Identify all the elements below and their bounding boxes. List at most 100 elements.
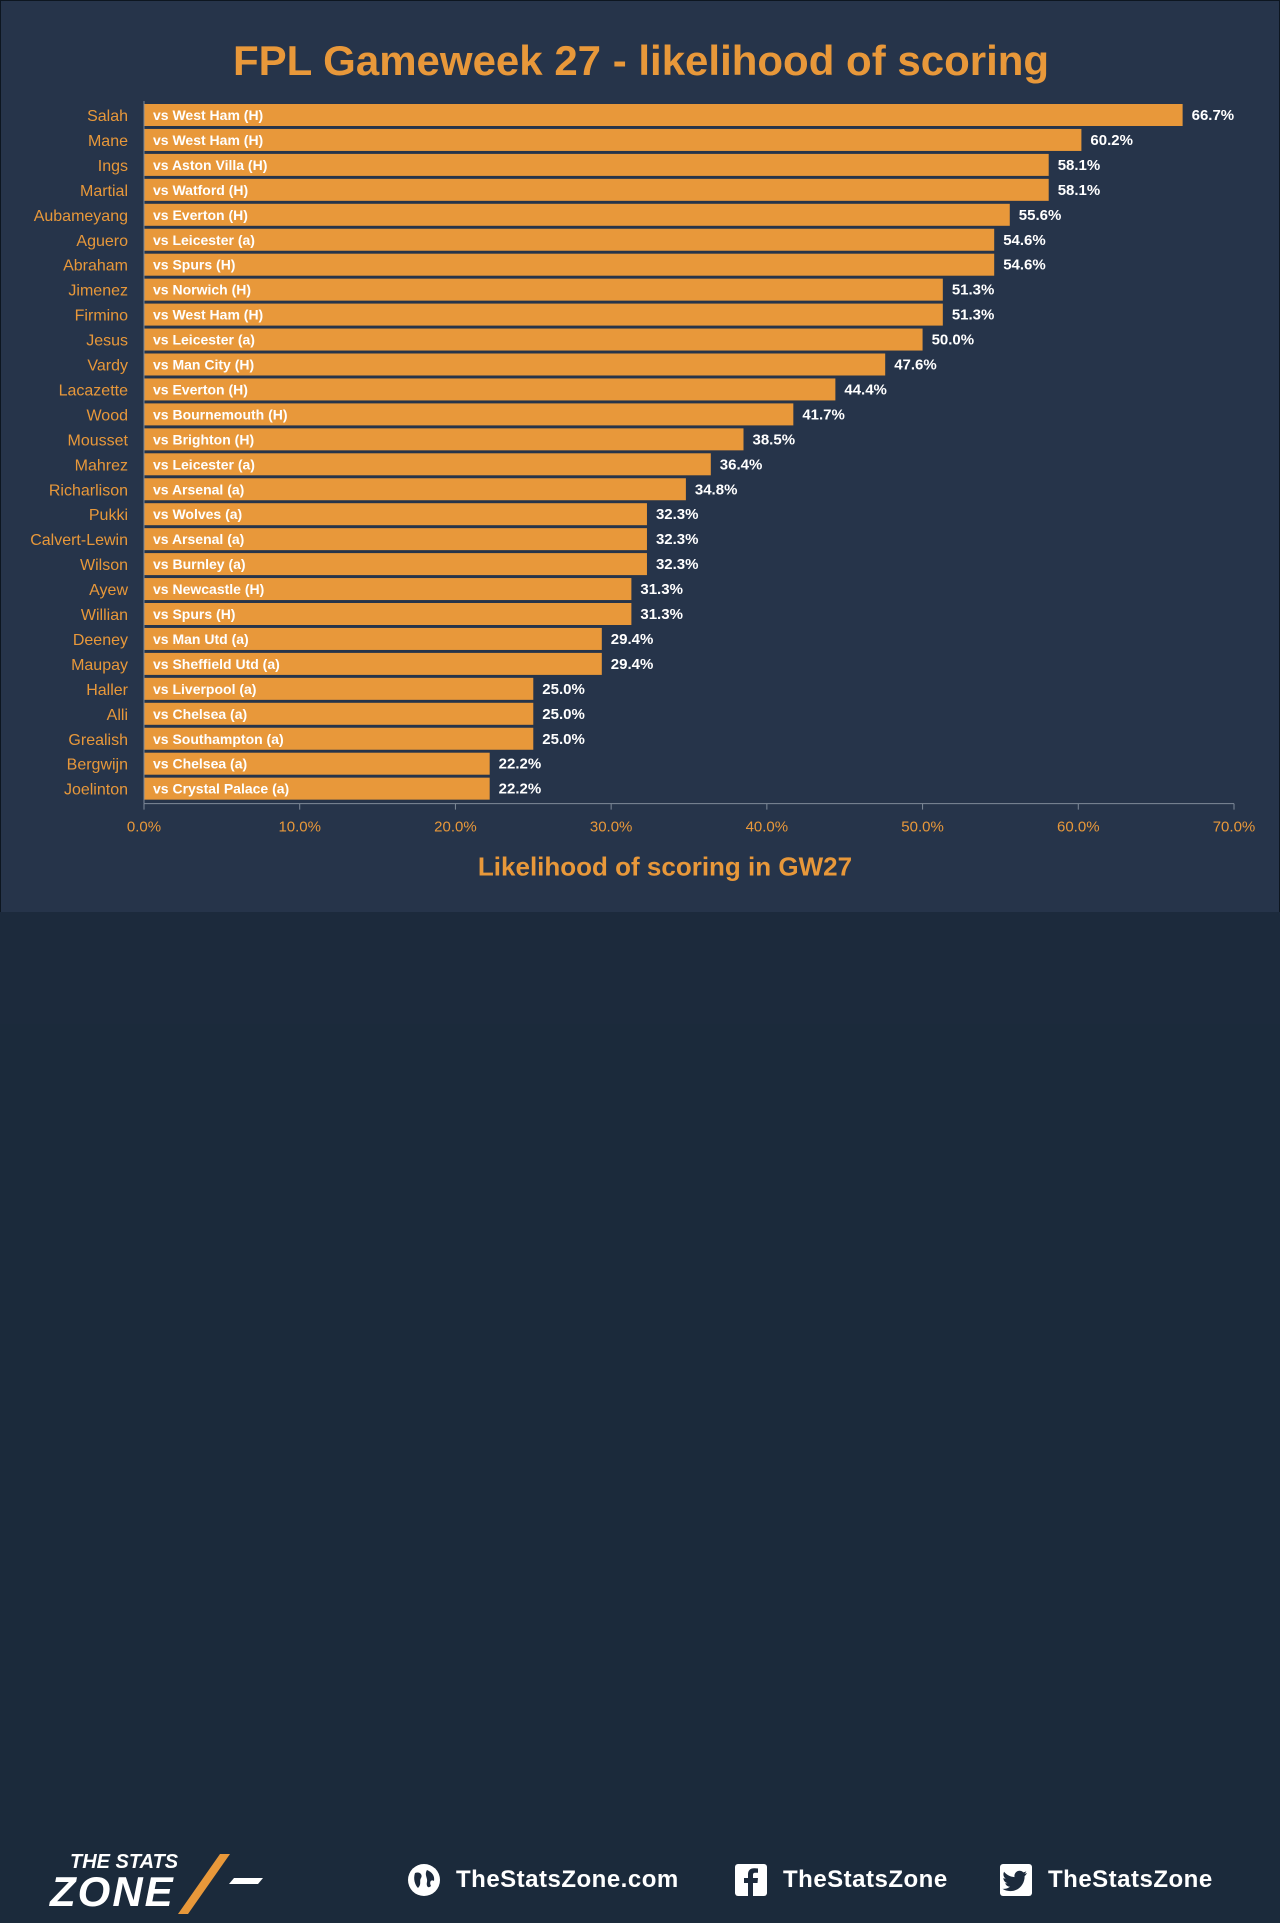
- bar-fixture-label: vs Brighton (H): [153, 431, 254, 447]
- data-label: 25.0%: [542, 706, 585, 723]
- category-label: Calvert-Lewin: [30, 532, 128, 549]
- category-label: Willian: [81, 607, 128, 624]
- data-label: 32.3%: [656, 506, 699, 523]
- bar: [144, 478, 686, 501]
- bar: [144, 104, 1183, 126]
- bar: [144, 278, 943, 301]
- bar-fixture-label: vs Norwich (H): [153, 282, 251, 298]
- data-label: 41.7%: [802, 406, 845, 423]
- category-label: Jimenez: [68, 283, 128, 300]
- bar-fixture-label: vs West Ham (H): [153, 132, 263, 148]
- data-label: 38.5%: [753, 431, 796, 448]
- bar: [144, 428, 744, 451]
- x-axis-title: Likelihood of scoring in GW27: [478, 852, 852, 882]
- data-label: 60.2%: [1090, 132, 1133, 149]
- category-label: Aguero: [76, 233, 128, 250]
- category-label: Mousset: [68, 432, 129, 449]
- category-label: Salah: [87, 108, 128, 125]
- category-label: Martial: [80, 183, 128, 200]
- category-label: Alli: [107, 707, 128, 724]
- website-label: TheStatsZone.com: [456, 1866, 679, 1893]
- bar: [144, 603, 632, 625]
- data-label: 51.3%: [952, 307, 995, 324]
- category-label: Maupay: [71, 657, 128, 674]
- bar: [144, 253, 995, 276]
- category-label: Mahrez: [75, 457, 128, 474]
- x-tick-label: 40.0%: [746, 819, 789, 836]
- category-label: Aubameyang: [34, 208, 128, 225]
- bar: [144, 503, 647, 526]
- data-label: 32.3%: [656, 556, 699, 573]
- x-tick-label: 60.0%: [1057, 819, 1100, 836]
- data-label: 58.1%: [1058, 182, 1101, 199]
- bar: [144, 153, 1049, 176]
- category-label: Wilson: [80, 557, 128, 574]
- data-label: 32.3%: [656, 531, 699, 548]
- infographic-frame: FPL Gameweek 27 - likelihood of scoring v…: [0, 0, 1280, 1024]
- bar: [144, 328, 923, 351]
- data-label: 58.1%: [1058, 157, 1101, 174]
- data-label: 25.0%: [542, 731, 585, 748]
- bar-fixture-label: vs Sheffield Utd (a): [153, 656, 280, 672]
- bar: [144, 777, 490, 800]
- bar: [144, 702, 534, 725]
- category-label: Ings: [98, 158, 128, 175]
- bar-fixture-label: vs Man Utd (a): [153, 631, 249, 647]
- bar-fixture-label: vs Watford (H): [153, 182, 248, 198]
- twitter-label: TheStatsZone: [1048, 1866, 1213, 1893]
- facebook-label: TheStatsZone: [783, 1866, 948, 1893]
- category-label: Wood: [86, 407, 128, 424]
- twitter-link[interactable]: TheStatsZone: [998, 1860, 1213, 1900]
- bar: [144, 453, 711, 476]
- bar-fixture-label: vs West Ham (H): [153, 307, 263, 323]
- bar-fixture-label: vs Man City (H): [153, 357, 254, 373]
- x-tick-label: 70.0%: [1213, 819, 1256, 836]
- data-label: 50.0%: [932, 332, 975, 349]
- bar-fixture-label: vs Newcastle (H): [153, 581, 264, 597]
- stats-zone-logo: THE STATS ZONE: [48, 1848, 278, 1918]
- bar: [144, 128, 1082, 151]
- bar-fixture-label: vs Crystal Palace (a): [153, 781, 289, 797]
- bar-fixture-label: vs Spurs (H): [153, 606, 235, 622]
- bar-fixture-label: vs Chelsea (a): [153, 756, 247, 772]
- category-label: Bergwijn: [67, 757, 128, 774]
- data-label: 54.6%: [1003, 232, 1046, 249]
- category-label: Joelinton: [64, 782, 128, 799]
- chart-title: FPL Gameweek 27 - likelihood of scoring: [233, 37, 1049, 84]
- data-label: 54.6%: [1003, 257, 1046, 274]
- chart-panel: FPL Gameweek 27 - likelihood of scoring v…: [3, 3, 1279, 911]
- data-label: 55.6%: [1019, 207, 1062, 224]
- logo-line2: ZONE: [49, 1868, 175, 1915]
- category-label: Haller: [86, 682, 128, 699]
- bar-fixture-label: vs Aston Villa (H): [153, 157, 267, 173]
- x-tick-label: 10.0%: [278, 819, 321, 836]
- bar: [144, 528, 647, 551]
- bar: [144, 228, 995, 251]
- bar: [144, 652, 602, 675]
- logo-slash-icon: [178, 1854, 230, 1914]
- bar: [144, 378, 836, 401]
- data-label: 29.4%: [611, 631, 654, 648]
- data-label: 34.8%: [695, 481, 738, 498]
- bar-fixture-label: vs Leicester (a): [153, 332, 255, 348]
- data-label: 66.7%: [1192, 107, 1235, 124]
- data-label: 25.0%: [542, 681, 585, 698]
- website-link[interactable]: TheStatsZone.com: [406, 1860, 679, 1900]
- data-label: 22.2%: [499, 781, 542, 798]
- bar-fixture-label: vs Everton (H): [153, 207, 248, 223]
- facebook-icon: [733, 1862, 769, 1898]
- bar: [144, 403, 794, 426]
- category-label: Vardy: [87, 358, 128, 375]
- facebook-link[interactable]: TheStatsZone: [733, 1860, 948, 1900]
- category-label: Deeney: [73, 632, 128, 649]
- x-tick-label: 30.0%: [590, 819, 633, 836]
- bar: [144, 178, 1049, 201]
- bar-fixture-label: vs Liverpool (a): [153, 681, 256, 697]
- bar: [144, 303, 943, 326]
- bar-fixture-label: vs Spurs (H): [153, 257, 235, 273]
- bar: [144, 353, 886, 376]
- category-label: Abraham: [63, 258, 128, 275]
- x-tick-label: 0.0%: [127, 819, 161, 836]
- bar: [144, 578, 632, 601]
- bar-fixture-label: vs Arsenal (a): [153, 481, 244, 497]
